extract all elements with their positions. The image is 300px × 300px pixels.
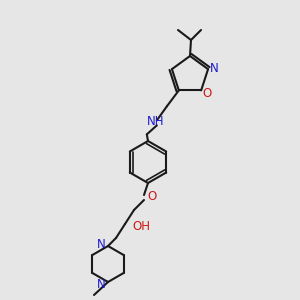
Text: O: O bbox=[202, 87, 212, 100]
Text: NH: NH bbox=[147, 115, 165, 128]
Text: N: N bbox=[97, 238, 105, 250]
Text: OH: OH bbox=[132, 220, 150, 232]
Text: O: O bbox=[147, 190, 157, 202]
Text: N: N bbox=[97, 278, 105, 290]
Text: N: N bbox=[210, 61, 218, 75]
